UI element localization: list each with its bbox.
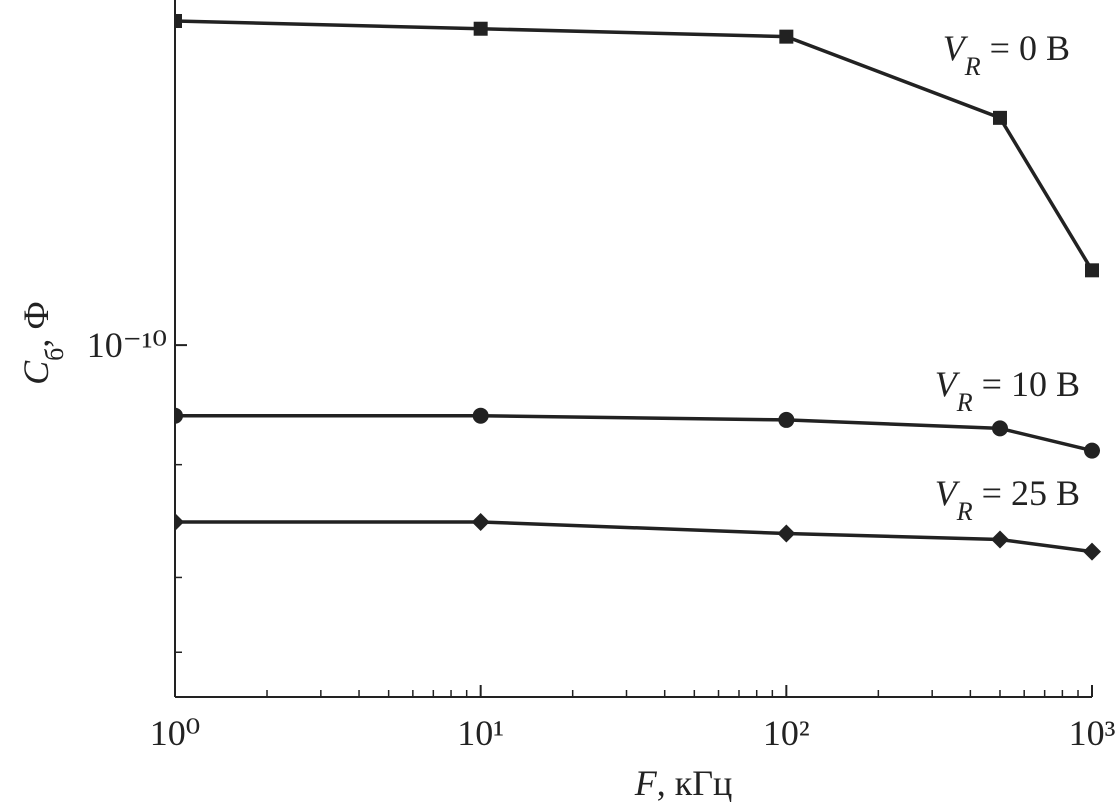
plot-area [175,13,1101,561]
marker [473,21,488,36]
marker [777,524,796,543]
marker [991,420,1008,437]
marker [175,407,183,424]
series-label: VR = 0 В [943,28,1070,81]
y-tick-label: 10⁻¹⁰ [87,325,167,365]
y-axis-label: Cб, Ф [16,301,69,385]
marker [990,530,1009,549]
marker [779,29,794,44]
x-tick-label: 10² [763,713,810,753]
series-label: VR = 25 В [935,473,1080,526]
series-label: VR = 10 В [935,364,1080,417]
marker [471,512,490,531]
marker [472,407,489,424]
marker [175,512,184,531]
marker [175,13,182,28]
marker [1083,542,1101,561]
series-line [175,413,1093,453]
marker [1085,263,1099,278]
x-tick-label: 10⁰ [150,713,200,753]
marker [778,411,795,428]
series-line [175,520,1093,554]
x-tick-label: 10¹ [457,713,504,753]
x-axis-label: F, кГц [634,763,733,803]
marker [1084,442,1100,459]
marker [992,110,1007,125]
x-tick-label: 10³ [1069,713,1116,753]
